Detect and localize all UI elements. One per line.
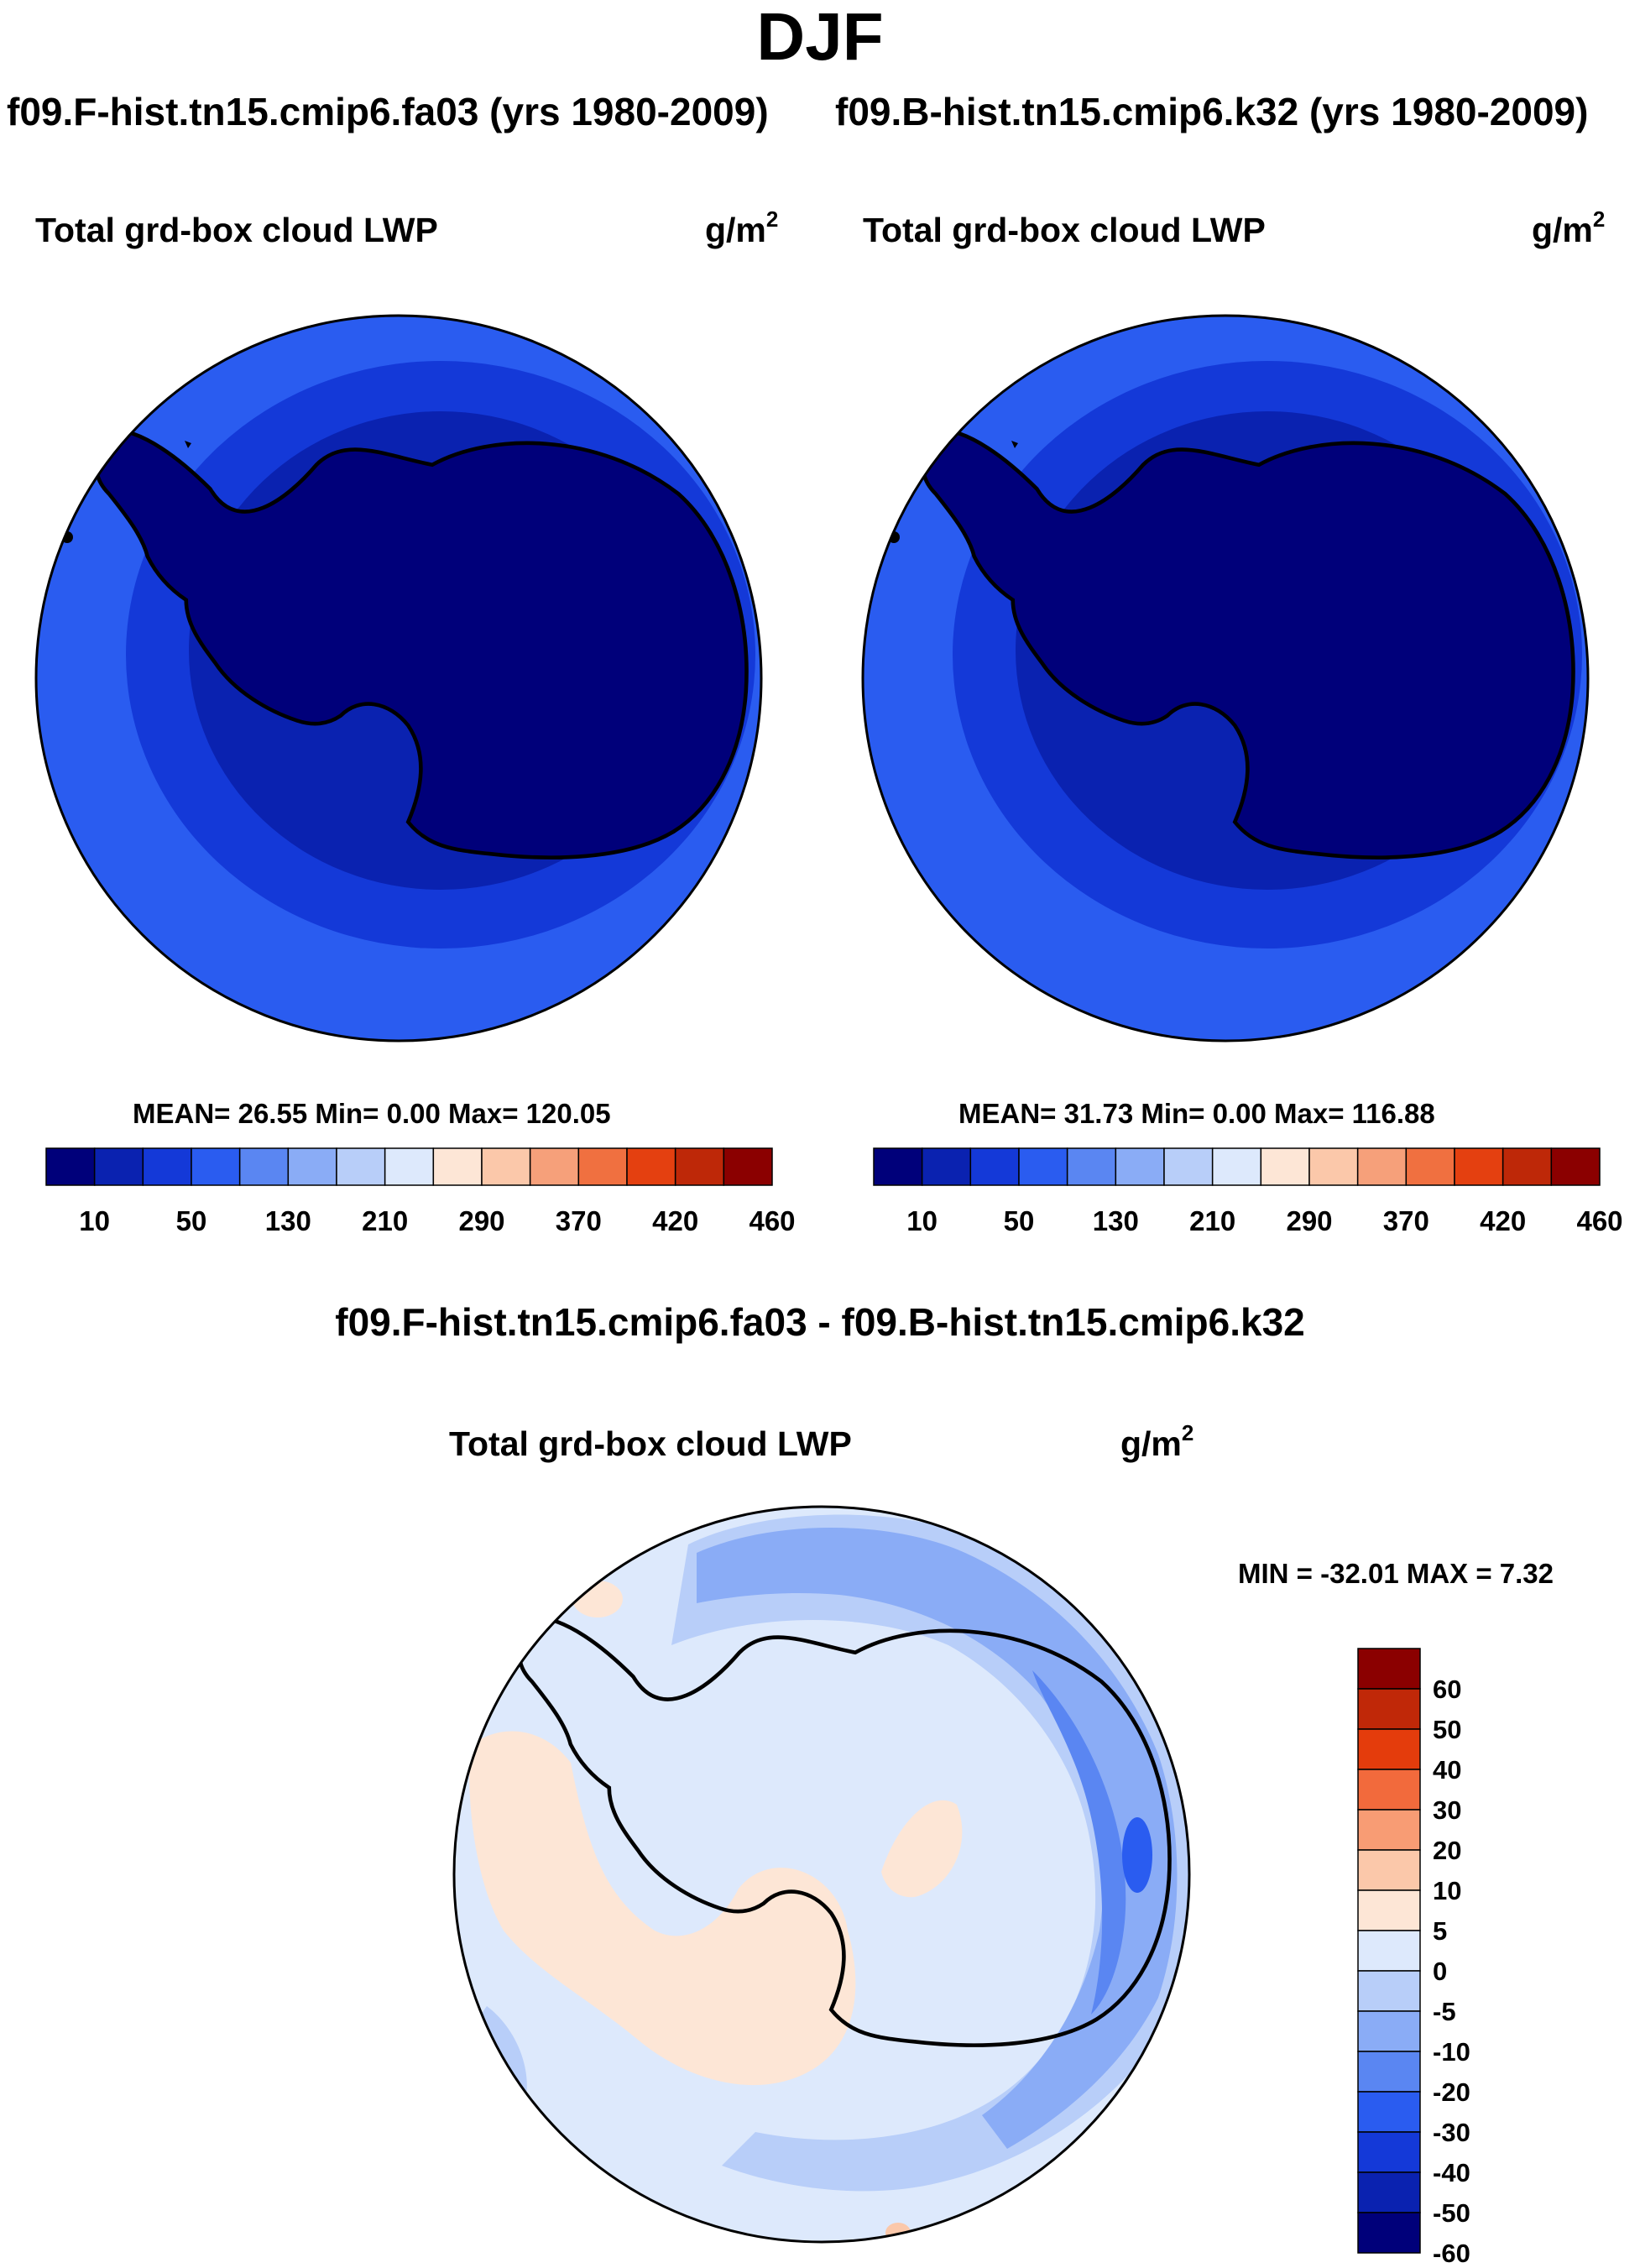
difference-map-boundary xyxy=(452,1505,1191,2244)
colorbar-swatch xyxy=(1357,2131,1421,2173)
colorbar-swatch xyxy=(1357,1970,1421,2012)
colorbar-swatch xyxy=(1357,2171,1421,2213)
right-panel-label: Total grd-box cloud LWP xyxy=(863,211,1266,249)
left-panel-stats: MEAN= 26.55 Min= 0.00 Max= 120.05 xyxy=(133,1098,611,1129)
colorbar-swatch xyxy=(1357,1688,1421,1730)
colorbar-tick-label: 130 xyxy=(1092,1205,1139,1236)
difference-panel-units: g/m2 xyxy=(1120,1420,1194,1463)
right-panel-stats: MEAN= 31.73 Min= 0.00 Max= 116.88 xyxy=(958,1098,1435,1129)
right-panel-units: g/m2 xyxy=(1532,206,1606,249)
colorbar-tick-label: 30 xyxy=(1433,1795,1462,1825)
colorbar-swatch xyxy=(1308,1147,1359,1186)
colorbar-swatch xyxy=(1357,2051,1421,2093)
colorbar-tick-label: -20 xyxy=(1433,2077,1470,2107)
colorbar-swatch xyxy=(1260,1147,1310,1186)
colorbar-swatch xyxy=(93,1147,144,1186)
colorbar-tick-label: -30 xyxy=(1433,2118,1470,2147)
colorbar-tick-label: 50 xyxy=(175,1205,207,1236)
colorbar-tick-label: 50 xyxy=(1433,1715,1462,1744)
colorbar-tick-label: 460 xyxy=(1576,1205,1623,1236)
figure-title: DJF xyxy=(756,0,884,74)
colorbar-swatch xyxy=(1357,2010,1421,2052)
colorbar-tick-label: 60 xyxy=(1433,1675,1462,1704)
colorbar-tick-label: 0 xyxy=(1433,1957,1448,1986)
colorbar-swatch xyxy=(1211,1147,1262,1186)
difference-minmax: MIN = -32.01 MAX = 7.32 xyxy=(1238,1558,1554,1589)
colorbar-tick-label: -50 xyxy=(1433,2198,1470,2228)
left-panel-label: Total grd-box cloud LWP xyxy=(35,211,438,249)
colorbar-tick-label: 210 xyxy=(362,1205,409,1236)
colorbar-swatch xyxy=(873,1147,923,1186)
colorbar-swatch xyxy=(1357,1849,1421,1891)
colorbar-tick-label: 50 xyxy=(1003,1205,1035,1236)
colorbar-swatch xyxy=(723,1147,773,1186)
colorbar-swatch xyxy=(191,1147,241,1186)
colorbar-swatch xyxy=(529,1147,580,1186)
colorbar-tick-label: 210 xyxy=(1189,1205,1236,1236)
colorbar-swatch xyxy=(1357,1809,1421,1851)
colorbar-swatch xyxy=(921,1147,972,1186)
colorbar-swatch xyxy=(1405,1147,1455,1186)
colorbar-tick-label: -5 xyxy=(1433,1997,1456,2026)
difference-panel-label: Total grd-box cloud LWP xyxy=(449,1424,852,1463)
colorbar-swatch xyxy=(1356,1147,1408,1186)
colorbar-tick-label: 10 xyxy=(906,1205,938,1236)
colorbar-swatch xyxy=(1066,1147,1117,1186)
colorbar-swatch xyxy=(1502,1147,1553,1186)
colorbar-tick-label: 420 xyxy=(652,1205,699,1236)
colorbar-swatch xyxy=(45,1147,96,1186)
right-map xyxy=(863,316,1588,1041)
colorbar-tick-label: 370 xyxy=(1382,1205,1429,1236)
colorbar-swatch xyxy=(432,1147,483,1186)
colorbar-tick-label: 40 xyxy=(1433,1755,1462,1785)
colorbar-swatch xyxy=(1357,1648,1421,1690)
colorbar-swatch xyxy=(1357,1889,1421,1931)
left-map xyxy=(36,316,761,1041)
colorbar-swatch xyxy=(1357,1728,1421,1770)
colorbar-swatch xyxy=(674,1147,725,1186)
colorbar-swatch xyxy=(626,1147,676,1186)
colorbar-swatch xyxy=(336,1147,386,1186)
colorbar-swatch xyxy=(481,1147,531,1186)
colorbar-tick-label: 460 xyxy=(749,1205,796,1236)
colorbar-swatch xyxy=(1357,2091,1421,2133)
colorbar-swatch xyxy=(142,1147,192,1186)
colorbar-tick-label: 420 xyxy=(1480,1205,1527,1236)
colorbar-swatch xyxy=(1018,1147,1068,1186)
colorbar-swatch xyxy=(287,1147,337,1186)
difference-colorbar xyxy=(1357,1648,1421,2254)
colorbar-tick-label: 290 xyxy=(1286,1205,1333,1236)
colorbar-swatch xyxy=(384,1147,435,1186)
colorbar-tick-label: 370 xyxy=(555,1205,602,1236)
colorbar-swatch xyxy=(969,1147,1020,1186)
colorbar-tick-label: 20 xyxy=(1433,1836,1462,1865)
colorbar-swatch xyxy=(1163,1147,1214,1186)
colorbar-tick-label: 10 xyxy=(1433,1876,1462,1905)
colorbar-swatch xyxy=(1357,1769,1421,1811)
colorbar-tick-label: -40 xyxy=(1433,2158,1470,2187)
colorbar-swatch xyxy=(238,1147,290,1186)
difference-map xyxy=(454,1507,1189,2242)
left-case-title: f09.F-hist.tn15.cmip6.fa03 (yrs 1980-200… xyxy=(7,90,769,133)
right-colorbar xyxy=(873,1147,1601,1186)
colorbar-swatch xyxy=(1357,1930,1421,1972)
colorbar-tick-label: 10 xyxy=(79,1205,111,1236)
colorbar-tick-label: 290 xyxy=(458,1205,505,1236)
right-case-title: f09.B-hist.tn15.cmip6.k32 (yrs 1980-2009… xyxy=(835,90,1589,133)
colorbar-swatch xyxy=(1115,1147,1165,1186)
colorbar-swatch xyxy=(1357,2212,1421,2254)
colorbar-tick-label: 130 xyxy=(264,1205,311,1236)
colorbar-tick-label: 5 xyxy=(1433,1916,1448,1946)
difference-title: f09.F-hist.tn15.cmip6.fa03 - f09.B-hist.… xyxy=(335,1300,1305,1344)
colorbar-tick-label: -10 xyxy=(1433,2037,1470,2067)
left-map-boundary xyxy=(34,314,763,1043)
colorbar-swatch xyxy=(1454,1147,1504,1186)
colorbar-swatch xyxy=(1550,1147,1601,1186)
colorbar-swatch xyxy=(577,1147,628,1186)
left-panel-units: g/m2 xyxy=(705,206,779,249)
right-map-boundary xyxy=(861,314,1590,1043)
left-colorbar xyxy=(45,1147,773,1186)
